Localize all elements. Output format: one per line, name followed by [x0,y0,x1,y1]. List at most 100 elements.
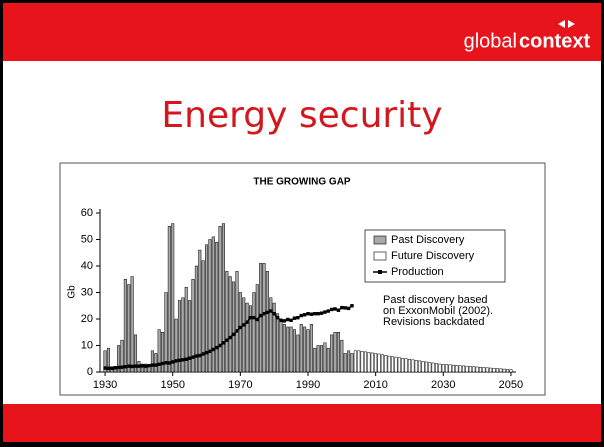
bar [424,361,428,373]
production-marker [289,318,293,323]
bar [127,284,131,373]
x-tick-label: 1930 [93,379,117,391]
bar [360,351,364,373]
bar [485,367,489,373]
production-marker [116,365,121,370]
production-marker [313,312,317,316]
bar [475,366,479,373]
bar [174,318,178,373]
production-marker [309,312,314,316]
legend-box [364,229,506,283]
bar [276,313,280,373]
production-marker [113,366,117,370]
bar [506,369,510,373]
bar [326,347,330,373]
bar [421,361,425,373]
bar [509,369,513,373]
bar [502,368,506,373]
annotation: Revisions backdated [383,316,485,328]
production-marker [262,312,266,316]
production-marker [242,323,246,327]
bar [411,359,415,373]
bar [387,355,391,373]
bar [428,362,432,373]
bar [441,364,445,373]
bar [181,297,185,373]
bar [218,226,222,373]
production-marker [269,309,273,313]
production-marker [296,315,300,320]
bar [495,368,499,373]
bar [215,241,219,373]
logo-icon [558,20,575,28]
production-marker [211,347,216,352]
production-marker [204,350,209,355]
production-marker [336,308,341,312]
bar [384,355,388,373]
production-marker [154,363,158,367]
bar [367,352,371,373]
bar [154,353,158,373]
bar [391,356,395,373]
production-marker [127,364,131,368]
production-marker [333,307,337,311]
bar [468,366,472,373]
production-marker [167,361,172,365]
bar [123,279,127,373]
y-tick-label: 10 [81,339,93,351]
bar [221,223,225,373]
production-marker [130,364,134,369]
production-marker [340,305,344,310]
bar [316,345,320,373]
bar [265,271,269,373]
y-tick-label: 20 [81,313,93,325]
legend-swatch [373,235,387,245]
bar [228,276,232,373]
production-marker [235,329,239,333]
production-marker [191,355,195,359]
production-marker [286,317,290,322]
production-marker [106,366,111,370]
bar [235,271,239,373]
bar [191,279,195,373]
bar [465,365,469,373]
footer-bar [3,404,601,442]
bar [211,236,215,373]
production-marker [221,341,226,345]
bar [482,367,486,373]
bar [462,365,466,373]
production-marker [201,352,205,356]
bar [157,329,161,373]
bar [320,345,324,373]
bar [309,324,313,373]
bar [106,347,110,373]
bar [117,345,121,373]
production-marker [326,309,330,313]
bar [350,353,354,373]
production-marker [164,361,168,365]
production-marker [319,311,324,315]
bar [208,239,212,373]
bar [242,297,246,373]
bar [377,353,381,373]
production-marker [272,312,276,316]
legend-label: Production [391,266,444,278]
bar [306,329,310,373]
bar [347,350,351,373]
production-marker [143,364,148,368]
bar [404,358,408,373]
y-tick-label: 60 [81,207,93,219]
bar [255,284,259,373]
production-marker [275,315,280,320]
bar [296,334,300,373]
y-tick-label: 50 [81,233,93,245]
production-marker [181,358,185,362]
bar [164,292,168,373]
bar [238,292,242,373]
x-tick-label: 1950 [160,379,184,391]
legend-marker [378,270,382,274]
y-tick-label: 40 [81,260,93,272]
bar [103,350,107,373]
bar [167,226,171,373]
production-marker [282,319,287,323]
